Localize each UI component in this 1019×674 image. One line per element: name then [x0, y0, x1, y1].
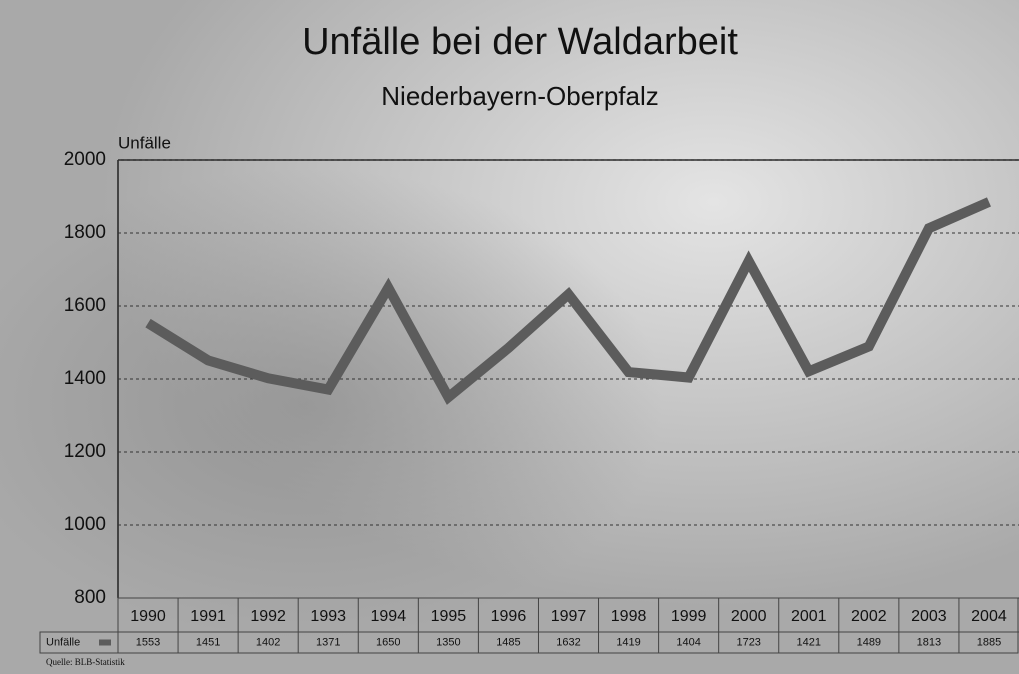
- table-value: 1489: [857, 636, 881, 648]
- table-value: 1632: [556, 636, 580, 648]
- table-value: 1371: [316, 636, 340, 648]
- y-axis-label: Unfälle: [118, 133, 171, 152]
- x-tick-label: 1996: [491, 608, 527, 625]
- table-value: 1813: [917, 636, 941, 648]
- x-tick-label: 1990: [130, 608, 166, 625]
- x-tick-label: 1994: [371, 608, 407, 625]
- table-value: 1553: [136, 636, 160, 648]
- y-tick-label: 1600: [64, 295, 106, 316]
- chart-subtitle: Niederbayern-Oberpfalz: [381, 81, 658, 111]
- legend-swatch: [99, 640, 111, 646]
- x-tick-label: 1991: [190, 608, 226, 625]
- table-value: 1723: [736, 636, 760, 648]
- table-value: 1350: [436, 636, 460, 648]
- x-tick-label: 2004: [971, 608, 1007, 625]
- table-value: 1404: [676, 636, 700, 648]
- chart: Unfälle bei der Waldarbeit Niederbayern-…: [0, 0, 1019, 674]
- legend-label: Unfälle: [46, 636, 80, 648]
- y-tick-label: 1400: [64, 368, 106, 389]
- table-value: 1485: [496, 636, 520, 648]
- table-value: 1421: [797, 636, 821, 648]
- table-value: 1451: [196, 636, 220, 648]
- table-value: 1402: [256, 636, 280, 648]
- x-tick-label: 1997: [551, 608, 587, 625]
- x-tick-label: 2000: [731, 608, 767, 625]
- table-value: 1885: [977, 636, 1001, 648]
- y-tick-label: 1800: [64, 222, 106, 243]
- x-tick-label: 1995: [431, 608, 467, 625]
- x-tick-label: 1992: [250, 608, 286, 625]
- y-tick-label: 1200: [64, 441, 106, 462]
- y-tick-label: 1000: [64, 514, 106, 535]
- x-tick-label: 1998: [611, 608, 647, 625]
- source-note: Quelle: BLB-Statistik: [46, 657, 125, 667]
- x-tick-label: 2001: [791, 608, 827, 625]
- table-value: 1419: [616, 636, 640, 648]
- x-tick-label: 1993: [310, 608, 346, 625]
- chart-title: Unfälle bei der Waldarbeit: [302, 21, 738, 63]
- table-value: 1650: [376, 636, 400, 648]
- x-tick-label: 2003: [911, 608, 947, 625]
- y-tick-label: 2000: [64, 149, 106, 170]
- y-tick-label: 800: [74, 587, 106, 608]
- x-tick-label: 2002: [851, 608, 887, 625]
- x-tick-label: 1999: [671, 608, 707, 625]
